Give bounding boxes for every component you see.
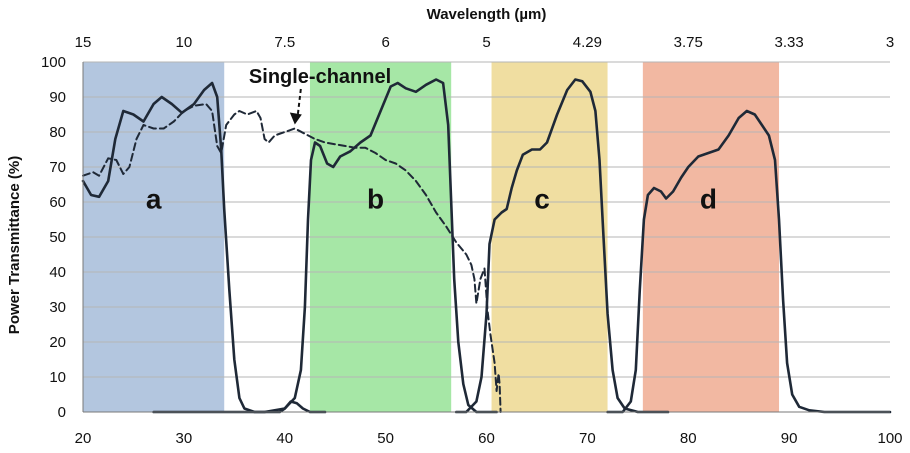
top-tick-label: 4.29 bbox=[573, 34, 602, 51]
top-tick-label: 10 bbox=[176, 34, 193, 51]
y-tick-label: 30 bbox=[49, 299, 66, 316]
y-tick-label: 40 bbox=[49, 264, 66, 281]
band-labels: a b c d bbox=[146, 184, 717, 215]
y-tick-label: 100 bbox=[41, 54, 66, 71]
y-tick-label: 80 bbox=[49, 124, 66, 141]
annotation-arrowhead bbox=[289, 112, 302, 125]
annotation: Single-channel bbox=[249, 66, 391, 125]
y-tick-label: 0 bbox=[58, 404, 66, 421]
y-tick-label: 90 bbox=[49, 89, 66, 106]
x-tick-label: 20 bbox=[75, 430, 92, 447]
series-lines bbox=[81, 78, 892, 414]
y-tick-label: 60 bbox=[49, 194, 66, 211]
y-tick-label: 70 bbox=[49, 159, 66, 176]
band-label-b: b bbox=[367, 184, 384, 215]
y-tick-label: 10 bbox=[49, 369, 66, 386]
top-tick-label: 3.33 bbox=[775, 34, 804, 51]
top-tick-label: 3.75 bbox=[674, 34, 703, 51]
top-tick-label: 15 bbox=[75, 34, 92, 51]
series-line-filter-d bbox=[606, 109, 892, 414]
x-tick-label: 90 bbox=[781, 430, 798, 447]
series-line-filter-b bbox=[152, 78, 498, 414]
x-tick-label: 80 bbox=[680, 430, 697, 447]
x-tick-label: 70 bbox=[579, 430, 596, 447]
x-tick-label: 100 bbox=[877, 430, 902, 447]
axes bbox=[82, 62, 890, 413]
x-tick-label: 60 bbox=[478, 430, 495, 447]
top-axis-title: Wavelength (µm) bbox=[427, 6, 547, 23]
annotation-arrow bbox=[296, 88, 302, 115]
y-tick-label: 20 bbox=[49, 334, 66, 351]
x-tick-label: 40 bbox=[276, 430, 293, 447]
band-label-d: d bbox=[700, 184, 717, 215]
top-tick-label: 7.5 bbox=[274, 34, 295, 51]
top-tick-label: 5 bbox=[482, 34, 490, 51]
series-line-single-channel bbox=[82, 103, 502, 413]
y-axis-title: Power Transmittance (%) bbox=[6, 156, 23, 334]
band-label-a: a bbox=[146, 184, 162, 215]
series-line-filter-c bbox=[454, 78, 670, 414]
top-tick-label: 3 bbox=[886, 34, 894, 51]
single-channel-annotation: Single-channel bbox=[249, 66, 391, 88]
top-tick-label: 6 bbox=[381, 34, 389, 51]
x-tick-label: 30 bbox=[176, 430, 193, 447]
x-tick-label: 50 bbox=[377, 430, 394, 447]
band-label-c: c bbox=[534, 184, 550, 215]
y-tick-label: 50 bbox=[49, 229, 66, 246]
